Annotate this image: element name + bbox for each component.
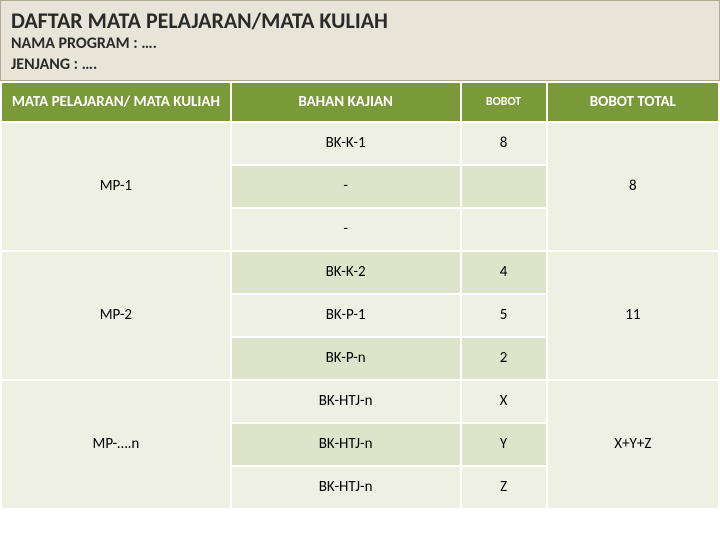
course-table: MATA PELAJARAN/ MATA KULIAH BAHAN KAJIAN…: [0, 81, 720, 510]
subtitle-line-1: NAMA PROGRAM : ….: [11, 34, 709, 55]
page-title: DAFTAR MATA PELAJARAN/MATA KULIAH: [11, 7, 709, 34]
kajian-cell: BK-HTJ-n: [231, 466, 461, 509]
kajian-cell: BK-HTJ-n: [231, 423, 461, 466]
bobot-cell: 4: [461, 251, 547, 294]
bobot-cell: 2: [461, 337, 547, 380]
kajian-cell: BK-P-n: [231, 337, 461, 380]
subject-cell: MP-1: [1, 122, 231, 251]
bobot-cell: X: [461, 380, 547, 423]
subtitle-line-2: JENJANG : ….: [11, 55, 709, 76]
table-row: MP-….nBK-HTJ-nXX+Y+Z: [1, 380, 719, 423]
header-kajian: BAHAN KAJIAN: [231, 82, 461, 122]
header-total: BOBOT TOTAL: [547, 82, 719, 122]
total-cell: 11: [547, 251, 719, 380]
bobot-cell: [461, 165, 547, 208]
bobot-cell: Y: [461, 423, 547, 466]
total-cell: 8: [547, 122, 719, 251]
subject-cell: MP-2: [1, 251, 231, 380]
kajian-cell: BK-K-1: [231, 122, 461, 165]
header-subject: MATA PELAJARAN/ MATA KULIAH: [1, 82, 231, 122]
table-row: MP-1BK-K-188: [1, 122, 719, 165]
table-header-row: MATA PELAJARAN/ MATA KULIAH BAHAN KAJIAN…: [1, 82, 719, 122]
kajian-cell: BK-K-2: [231, 251, 461, 294]
header-bobot: BOBOT: [461, 82, 547, 122]
bobot-cell: 5: [461, 294, 547, 337]
bobot-cell: Z: [461, 466, 547, 509]
table-row: MP-2BK-K-2411: [1, 251, 719, 294]
title-bar: DAFTAR MATA PELAJARAN/MATA KULIAH NAMA P…: [0, 0, 720, 81]
kajian-cell: -: [231, 165, 461, 208]
bobot-cell: 8: [461, 122, 547, 165]
bobot-cell: [461, 208, 547, 251]
kajian-cell: -: [231, 208, 461, 251]
total-cell: X+Y+Z: [547, 380, 719, 509]
kajian-cell: BK-P-1: [231, 294, 461, 337]
subject-cell: MP-….n: [1, 380, 231, 509]
kajian-cell: BK-HTJ-n: [231, 380, 461, 423]
